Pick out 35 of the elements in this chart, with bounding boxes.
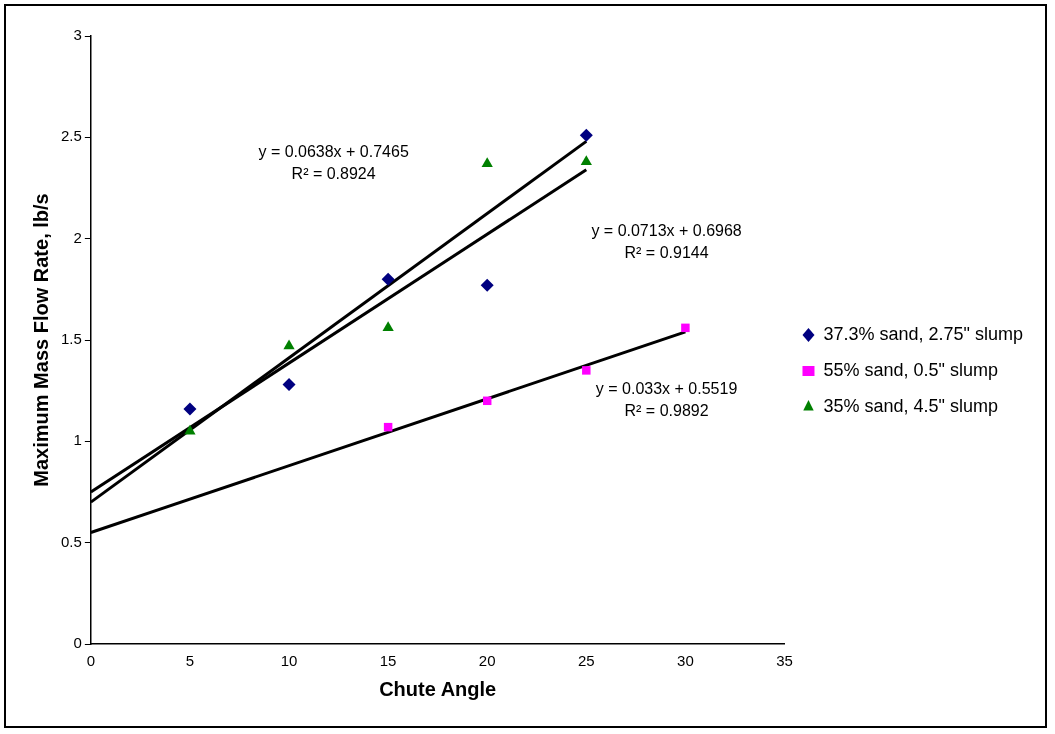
x-tick-label: 10 (280, 652, 298, 670)
x-tick-label: 5 (185, 652, 195, 670)
legend-label: 35% sand, 4.5" slump (823, 395, 998, 416)
y-tick-label: 2 (73, 228, 82, 246)
point (681, 323, 690, 333)
point (481, 157, 493, 167)
y-tick-label: 0.5 (60, 532, 82, 550)
x-tick-label: 25 (577, 652, 595, 670)
x-tick-label: 35 (776, 652, 793, 670)
point (582, 366, 591, 375)
x-tick-label: 0 (86, 652, 96, 670)
annotation: y = 0.0638x + 0.7465 R² = 0.8924 (258, 143, 409, 183)
y-tick-label: 1.5 (60, 330, 82, 348)
y-axis-title: Maximum Mass Flow Rate, lb/s (29, 193, 52, 487)
point (183, 402, 197, 416)
point (381, 272, 395, 286)
legend-label: 55% sand, 0.5" slump (823, 359, 998, 380)
point (579, 128, 593, 142)
point (282, 378, 296, 392)
x-axis-title: Chute Angle (379, 677, 497, 700)
legend-label: 37.3% sand, 2.75" slump (823, 323, 1023, 344)
y-tick-label: 3 (73, 26, 82, 44)
y-tick-label: 2.5 (60, 127, 82, 145)
point (283, 339, 295, 350)
x-tick-label: 30 (677, 652, 694, 670)
annotation: y = 0.033x + 0.5519 R² = 0.9892 (595, 380, 738, 420)
point (480, 278, 494, 292)
point (184, 424, 196, 435)
point (580, 155, 592, 165)
y-tick-label: 1 (73, 431, 82, 449)
point (382, 321, 394, 332)
y-tick-label: 0 (73, 634, 82, 652)
x-tick-label: 15 (379, 652, 397, 670)
annotation: y = 0.0713x + 0.6968 R² = 0.9144 (591, 222, 742, 262)
x-tick-label: 20 (478, 652, 496, 670)
